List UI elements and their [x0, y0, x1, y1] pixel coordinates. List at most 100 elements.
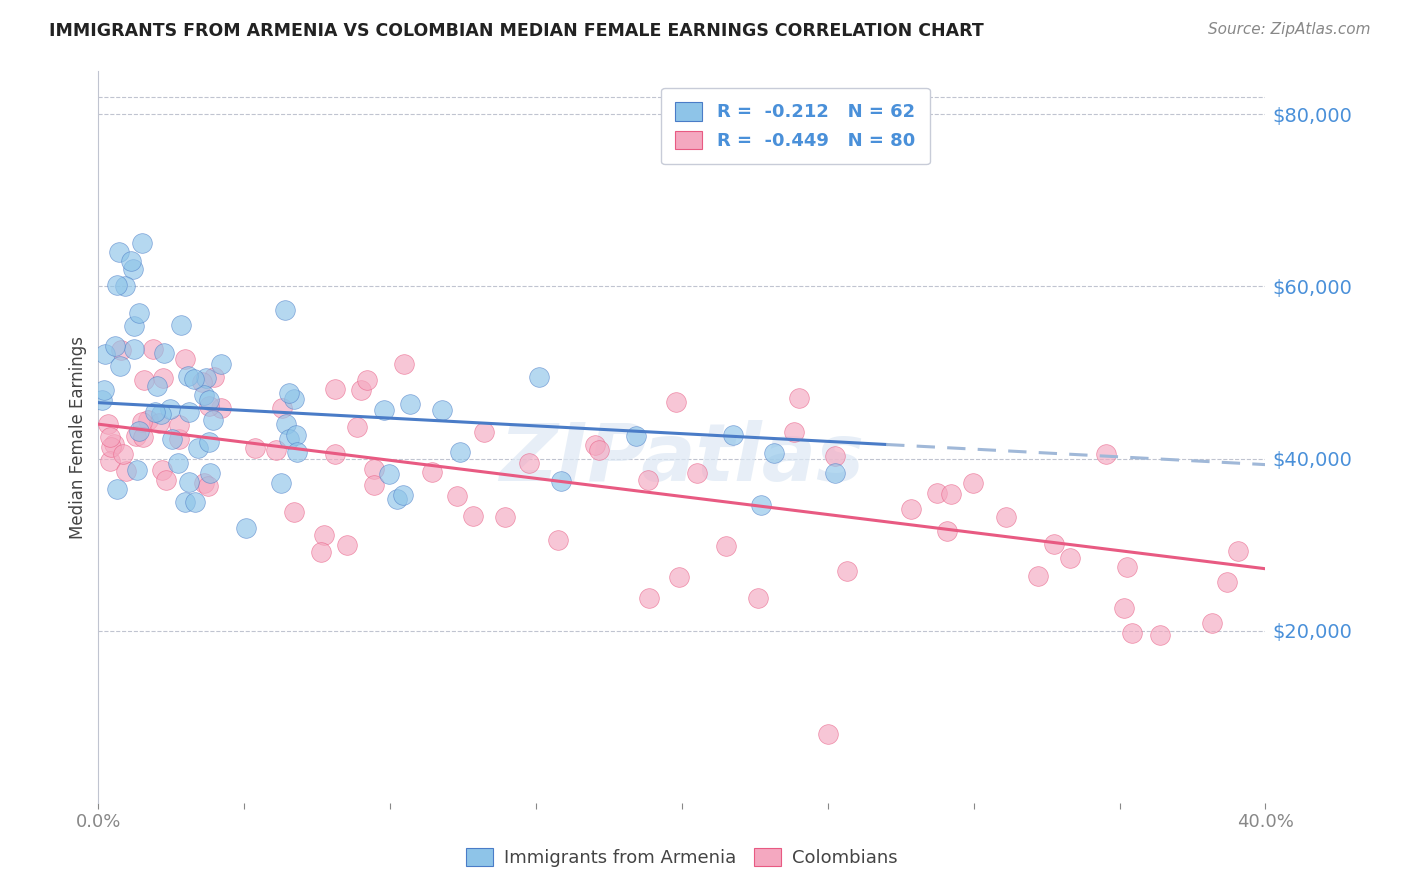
Point — [197, 392, 219, 407]
Point — [939, 486, 962, 500]
Point — [136, 413, 159, 427]
Point — [824, 467, 846, 481]
Point — [264, 443, 287, 458]
Point — [169, 417, 191, 432]
Point — [108, 245, 131, 260]
Point — [145, 378, 167, 392]
Point — [173, 494, 195, 508]
Point — [100, 440, 122, 454]
Point — [783, 425, 806, 439]
Point — [527, 370, 550, 384]
Point — [927, 485, 949, 500]
Point — [131, 415, 153, 429]
Point — [325, 382, 347, 396]
Point — [1059, 551, 1081, 566]
Point — [749, 498, 772, 512]
Point — [166, 456, 188, 470]
Point — [125, 463, 148, 477]
Point — [817, 727, 839, 741]
Point — [278, 385, 301, 400]
Point — [550, 475, 572, 489]
Point — [1121, 625, 1143, 640]
Point — [461, 509, 484, 524]
Point — [626, 428, 648, 442]
Point — [346, 420, 368, 434]
Point — [378, 467, 401, 481]
Point — [995, 510, 1018, 524]
Point — [108, 359, 131, 373]
Point — [110, 343, 132, 358]
Text: ZIPatlas: ZIPatlas — [499, 420, 865, 498]
Point — [285, 428, 308, 442]
Point — [167, 432, 190, 446]
Point — [103, 437, 125, 451]
Point — [209, 401, 232, 416]
Point — [125, 429, 148, 443]
Point — [131, 236, 153, 251]
Point — [309, 544, 332, 558]
Point — [98, 454, 121, 468]
Point — [162, 432, 184, 446]
Point — [1026, 569, 1049, 583]
Point — [194, 371, 217, 385]
Point — [721, 428, 744, 442]
Point — [494, 510, 516, 524]
Point — [105, 482, 128, 496]
Point — [336, 538, 359, 552]
Point — [128, 306, 150, 320]
Point — [283, 505, 305, 519]
Point — [271, 401, 294, 415]
Point — [747, 591, 769, 606]
Point — [350, 383, 373, 397]
Point — [392, 357, 415, 371]
Point — [283, 392, 305, 406]
Point — [143, 404, 166, 418]
Point — [373, 402, 395, 417]
Point — [446, 489, 468, 503]
Point — [112, 447, 135, 461]
Point — [153, 346, 176, 360]
Point — [1095, 446, 1118, 460]
Point — [276, 417, 298, 431]
Point — [583, 437, 606, 451]
Point — [449, 445, 471, 459]
Point — [149, 407, 172, 421]
Point — [197, 399, 219, 413]
Point — [835, 564, 858, 578]
Point — [547, 533, 569, 547]
Point — [122, 342, 145, 356]
Point — [105, 278, 128, 293]
Text: IMMIGRANTS FROM ARMENIA VS COLOMBIAN MEDIAN FEMALE EARNINGS CORRELATION CHART: IMMIGRANTS FROM ARMENIA VS COLOMBIAN MED… — [49, 22, 984, 40]
Point — [93, 384, 115, 398]
Point — [668, 570, 690, 584]
Point — [152, 370, 174, 384]
Point — [962, 476, 984, 491]
Point — [94, 347, 117, 361]
Point — [474, 425, 496, 439]
Point — [177, 475, 200, 490]
Point — [177, 405, 200, 419]
Point — [209, 357, 232, 371]
Point — [517, 456, 540, 470]
Point — [132, 430, 155, 444]
Y-axis label: Median Female Earnings: Median Female Earnings — [69, 335, 87, 539]
Point — [430, 402, 453, 417]
Point — [193, 476, 215, 491]
Point — [363, 462, 385, 476]
Point — [159, 402, 181, 417]
Point — [150, 463, 173, 477]
Point — [420, 465, 443, 479]
Point — [637, 473, 659, 487]
Point — [202, 369, 225, 384]
Point — [187, 441, 209, 455]
Point — [685, 466, 707, 480]
Point — [148, 416, 170, 430]
Point — [183, 372, 205, 386]
Point — [100, 429, 122, 443]
Text: Source: ZipAtlas.com: Source: ZipAtlas.com — [1208, 22, 1371, 37]
Point — [191, 375, 214, 389]
Point — [1116, 559, 1139, 574]
Point — [122, 262, 145, 277]
Point — [270, 475, 292, 490]
Point — [142, 342, 165, 356]
